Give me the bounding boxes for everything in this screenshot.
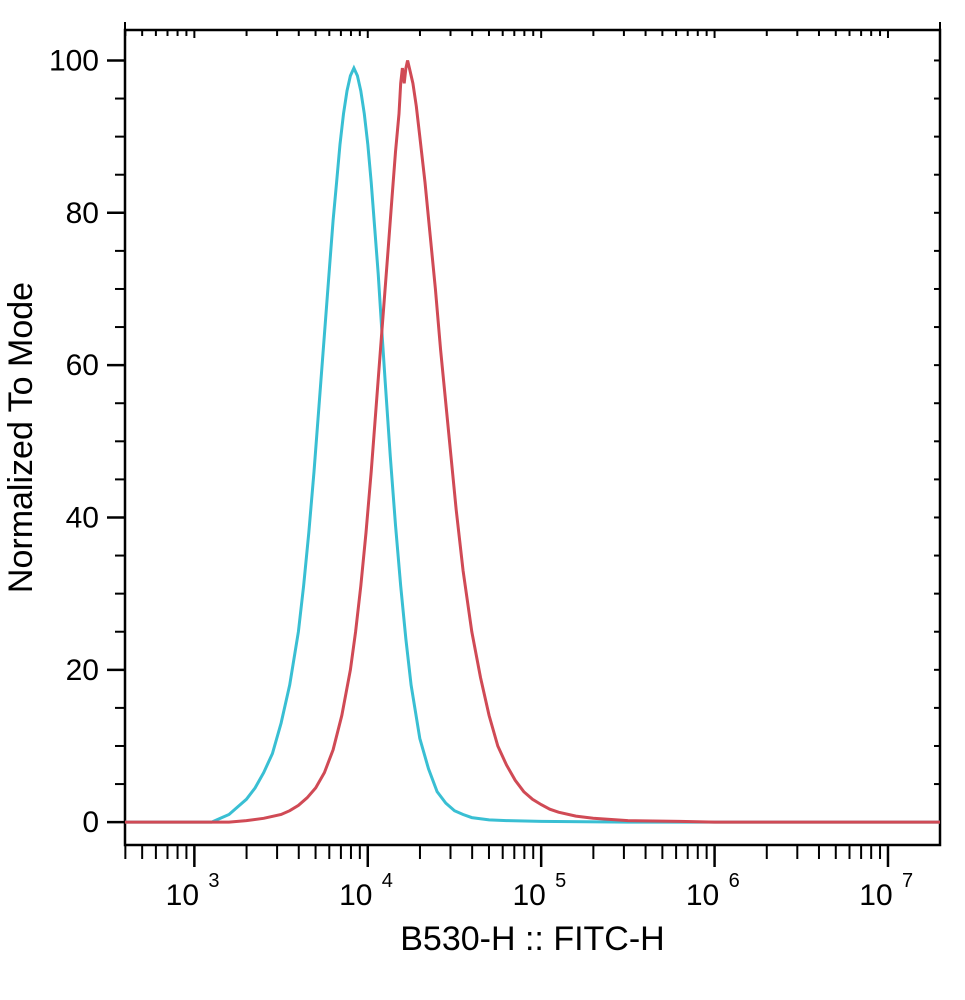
svg-text:10: 10 — [166, 879, 199, 912]
svg-text:4: 4 — [382, 870, 393, 892]
chart-svg: 020406080100Normalized To Mode1031041051… — [0, 0, 965, 1000]
x-tick-label: 10 6 — [686, 870, 740, 912]
svg-text:6: 6 — [729, 870, 740, 892]
y-tick-label: 100 — [49, 44, 99, 77]
x-tick-label: 10 5 — [512, 870, 566, 912]
svg-text:10: 10 — [859, 879, 892, 912]
svg-text:3: 3 — [208, 870, 219, 892]
x-axis-title: B530-H :: FITC-H — [400, 920, 664, 958]
svg-text:5: 5 — [555, 870, 566, 892]
y-tick-label: 0 — [82, 806, 99, 839]
svg-text:10: 10 — [686, 879, 719, 912]
histogram-chart: 020406080100Normalized To Mode1031041051… — [0, 0, 965, 1000]
x-tick-label: 10 3 — [166, 870, 220, 912]
x-tick-label: 10 7 — [859, 870, 913, 912]
series-cyan — [125, 68, 940, 822]
y-axis-title: Normalized To Mode — [2, 282, 40, 593]
x-tick-label: 10 4 — [339, 870, 393, 912]
series-red — [125, 61, 940, 823]
svg-text:10: 10 — [512, 879, 545, 912]
y-tick-label: 40 — [66, 501, 99, 534]
svg-text:7: 7 — [902, 870, 913, 892]
svg-text:10: 10 — [339, 879, 372, 912]
y-tick-label: 20 — [66, 654, 99, 687]
y-tick-label: 80 — [66, 197, 99, 230]
y-tick-label: 60 — [66, 349, 99, 382]
